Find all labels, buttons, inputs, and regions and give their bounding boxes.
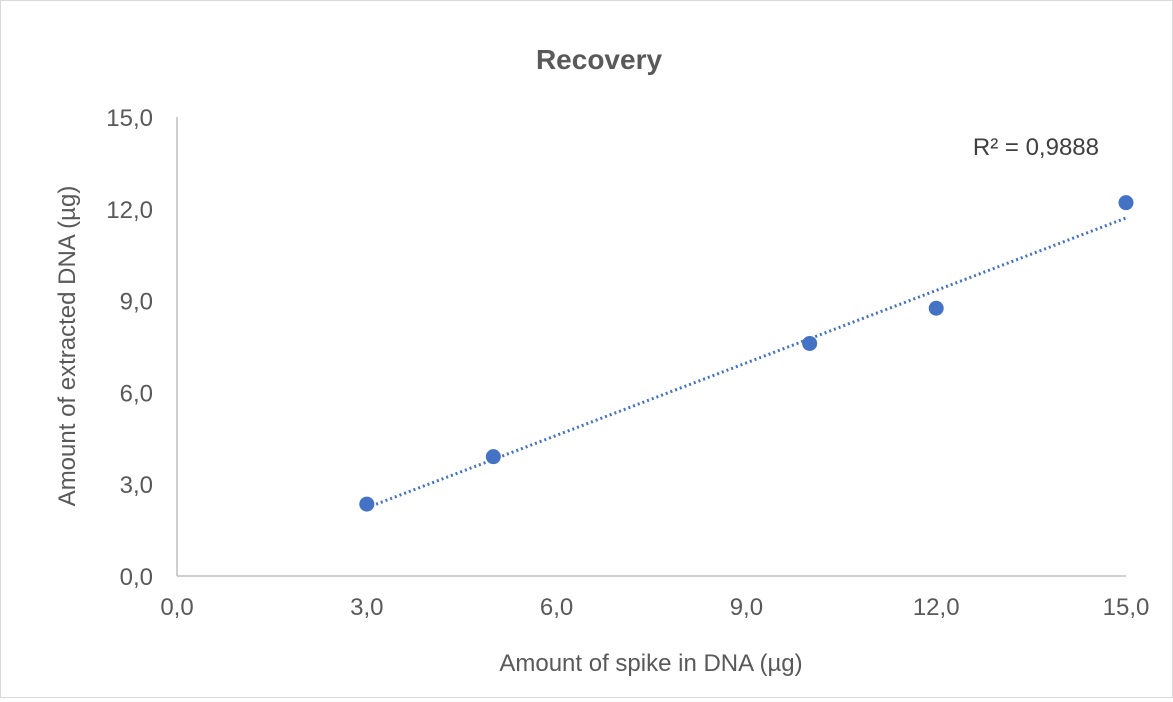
data-point bbox=[485, 449, 501, 465]
x-axis-title: Amount of spike in DNA (µg) bbox=[499, 650, 802, 677]
trendline-layer bbox=[366, 216, 1127, 510]
axes: 0,0 3,0 6,0 9,0 12,0 15,0 0,0 3,0 6,0 9,0 12,0 15,0 bbox=[106, 105, 1149, 621]
data-point bbox=[359, 496, 375, 512]
x-tick-label: 12,0 bbox=[913, 594, 960, 621]
y-tick-label: 9,0 bbox=[120, 289, 153, 316]
x-tick-label: 3,0 bbox=[350, 594, 383, 621]
data-point bbox=[1118, 195, 1134, 211]
x-tick-label: 0,0 bbox=[160, 594, 193, 621]
y-tick-label: 15,0 bbox=[106, 105, 153, 132]
y-tick-label: 3,0 bbox=[120, 472, 153, 499]
y-axis-title: Amount of extracted DNA (µg) bbox=[54, 186, 81, 507]
x-tick-label: 15,0 bbox=[1103, 594, 1150, 621]
x-tick-label: 9,0 bbox=[730, 594, 763, 621]
data-point bbox=[802, 335, 818, 351]
y-tick-label: 6,0 bbox=[120, 380, 153, 407]
x-tick-label: 6,0 bbox=[540, 594, 573, 621]
y-tick-label: 0,0 bbox=[120, 564, 153, 591]
data-points bbox=[359, 195, 1134, 512]
y-tick-label: 12,0 bbox=[106, 197, 153, 224]
data-point bbox=[928, 300, 944, 316]
chart-title: Recovery bbox=[536, 44, 663, 75]
trendline bbox=[366, 216, 1127, 510]
r-squared-label: R² = 0,9888 bbox=[973, 134, 1099, 161]
